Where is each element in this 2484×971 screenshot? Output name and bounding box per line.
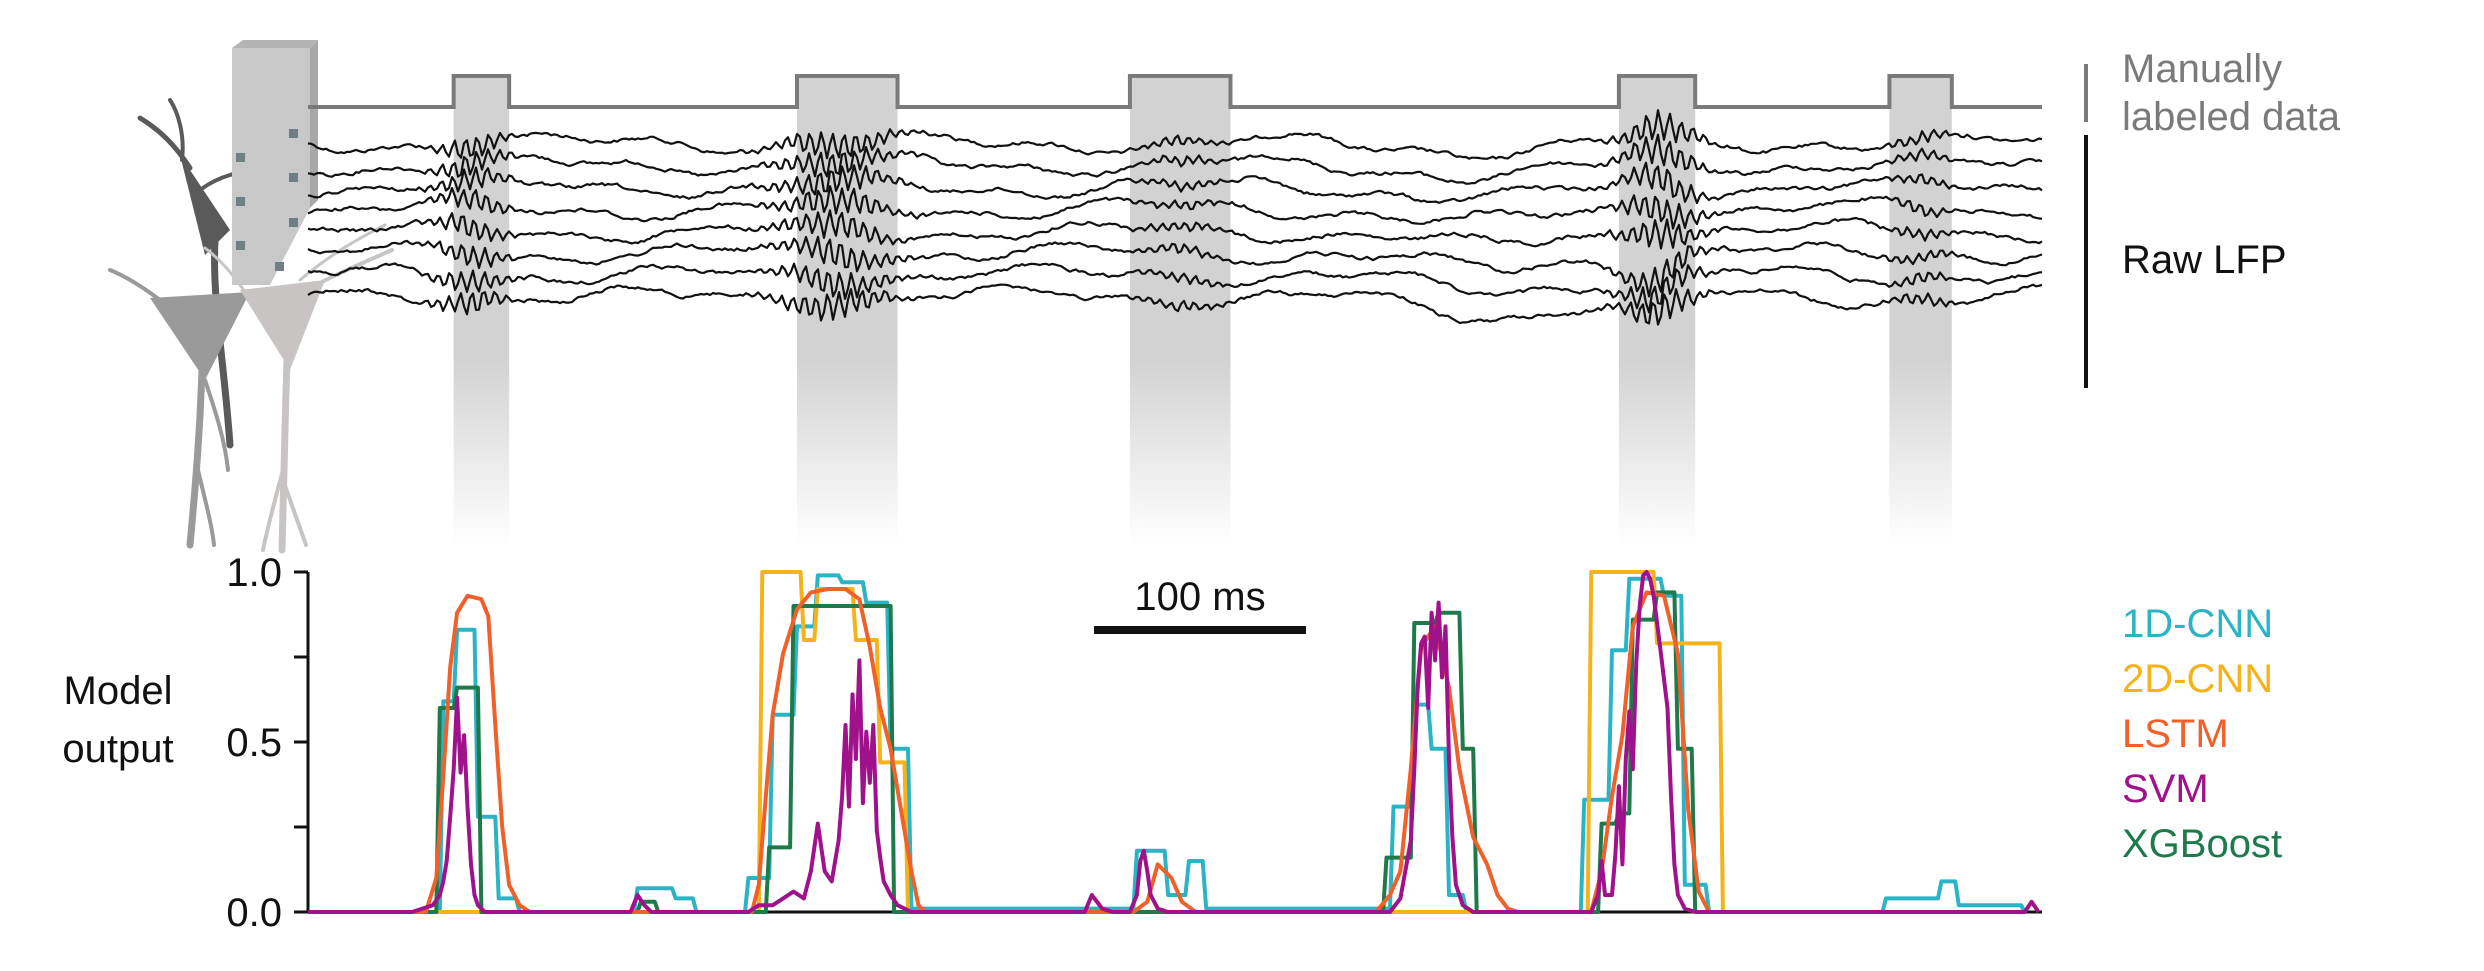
electrode-shank [232,40,318,285]
raw-lfp-traces [307,109,2043,326]
neuron-illustration [108,40,394,554]
legend-entry-2d-cnn: 2D-CNN [2122,657,2273,701]
legend-entry-svm: SVM [2122,767,2209,811]
y-tick-label-1: 0.5 [226,721,282,765]
event-shade-2 [1129,76,1231,546]
lfp-trace-3 [307,185,2043,230]
series-line-svm [308,570,2041,914]
event-shade-4 [1889,76,1952,546]
event-shade-3 [1618,76,1696,546]
y-axis-label-line1: Model [64,669,173,713]
manual-label-line [308,74,2042,109]
time-scalebar-label: 100 ms [1134,575,1265,619]
neuron-mid [108,268,250,549]
event-shade-0 [453,76,510,546]
legend-entry-lstm: LSTM [2122,712,2229,756]
manual-label-text-line1: Manually [2122,47,2282,91]
electrode-contacts [236,129,298,271]
series-line-2d-cnn [308,570,1725,914]
lfp-trace-6 [307,262,2043,314]
legend-entry-1d-cnn: 1D-CNN [2122,602,2273,646]
y-axis-label-line2: output [62,727,173,771]
lfp-trace-1 [307,133,2043,185]
lfp-trace-4 [307,209,2043,250]
legend-entry-xgboost: XGBoost [2122,822,2282,866]
series-line-1d-cnn [308,573,2027,914]
lfp-trace-5 [307,235,2043,298]
lfp-trace-0 [307,109,2043,160]
model-output-chart: 0.0 0.5 1.0 Model output 100 ms 1D-CNN 2D-C… [62,551,2282,935]
manual-label-text-line2: labeled data [2122,95,2341,139]
lfp-trace-2 [307,161,2043,205]
y-tick-label-0: 0.0 [226,891,282,935]
chart-legend: 1D-CNN 2D-CNN LSTM SVM XGBoost [2122,602,2282,866]
raw-lfp-label: Raw LFP [2122,238,2287,282]
series-line-lstm [308,587,1711,914]
lfp-trace-7 [307,283,2043,326]
y-tick-label-2: 1.0 [226,551,282,595]
chart-series [308,570,2041,914]
manual-label-trace [308,74,2042,109]
